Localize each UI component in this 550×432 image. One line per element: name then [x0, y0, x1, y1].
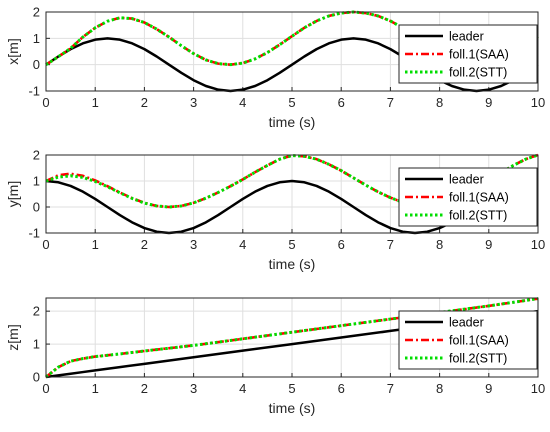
x-tick-label: 4: [239, 95, 246, 110]
x-tick-label: 4: [239, 237, 246, 252]
x-tick-label: 8: [436, 237, 443, 252]
legend-label: leader: [449, 30, 484, 44]
legend-label: foll.2(STT): [449, 209, 507, 223]
x-tick-label: 0: [42, 237, 49, 252]
x-tick-label: 3: [190, 237, 197, 252]
legend-label: foll.2(STT): [449, 352, 507, 366]
legend: leader foll.1(SAA) foll.2(STT): [398, 310, 538, 370]
x-tick-label: 6: [338, 381, 345, 396]
subplot-3: 0 1 2 3 4 5 6 7 8 9 10 0 1 2 time (s) z[m] leader foll.1(…: [5, 297, 545, 416]
y-tick-label: 2: [33, 304, 40, 319]
x-tick-label: 2: [141, 237, 148, 252]
x-tick-label: 7: [387, 237, 394, 252]
x-axis-label: time (s): [269, 256, 316, 272]
x-tick-label: 10: [531, 95, 545, 110]
x-tick-label: 9: [485, 95, 492, 110]
axes-box: [45, 11, 539, 92]
x-tick-label: 0: [42, 381, 49, 396]
legend: leader foll.1(SAA) foll.2(STT): [398, 24, 538, 84]
x-tick-label: 9: [485, 381, 492, 396]
y-tick-label: -1: [28, 226, 40, 241]
x-tick-label: 8: [436, 381, 443, 396]
legend-label: leader: [449, 316, 484, 330]
y-tick-label: 0: [33, 57, 40, 72]
legend: leader foll.1(SAA) foll.2(STT): [398, 167, 538, 227]
y-tick-label: 1: [33, 174, 40, 189]
x-tick-label: 5: [288, 95, 295, 110]
series-line-leader: [45, 37, 539, 93]
x-tick-label: 6: [338, 95, 345, 110]
x-axis-label: time (s): [269, 114, 316, 130]
x-tick-label: 4: [239, 381, 246, 396]
y-tick-label: 1: [33, 31, 40, 46]
x-tick-label: 1: [92, 95, 99, 110]
x-tick-label: 10: [531, 381, 545, 396]
legend-label: leader: [449, 173, 484, 187]
x-tick-label: 5: [288, 381, 295, 396]
x-axis-label: time (s): [269, 400, 316, 416]
legend-label: foll.2(STT): [449, 66, 507, 80]
x-tick-label: 10: [531, 237, 545, 252]
y-axis-label: z[m]: [5, 324, 21, 350]
x-tick-label: 3: [190, 381, 197, 396]
y-tick-label: 0: [33, 200, 40, 215]
y-axis-label: x[m]: [5, 38, 21, 64]
x-tick-label: 3: [190, 95, 197, 110]
y-tick-label: 1: [33, 337, 40, 352]
y-tick-label: 0: [33, 370, 40, 385]
y-axis-label: y[m]: [5, 181, 21, 207]
y-tick-label: 2: [33, 5, 40, 20]
x-tick-label: 6: [338, 237, 345, 252]
x-tick-label: 0: [42, 95, 49, 110]
x-tick-label: 7: [387, 381, 394, 396]
x-tick-label: 2: [141, 95, 148, 110]
axes-box: [45, 297, 539, 378]
x-tick-label: 1: [92, 237, 99, 252]
y-tick-label: 2: [33, 148, 40, 163]
x-tick-label: 1: [92, 381, 99, 396]
x-tick-label: 9: [485, 237, 492, 252]
x-tick-label: 2: [141, 381, 148, 396]
axes-box: [45, 154, 539, 234]
y-tick-label: -1: [28, 84, 40, 99]
x-tick-label: 8: [436, 95, 443, 110]
legend-label: foll.1(SAA): [449, 48, 509, 62]
x-tick-label: 7: [387, 95, 394, 110]
x-tick-label: 5: [288, 237, 295, 252]
legend-label: foll.1(SAA): [449, 334, 509, 348]
legend-label: foll.1(SAA): [449, 191, 509, 205]
